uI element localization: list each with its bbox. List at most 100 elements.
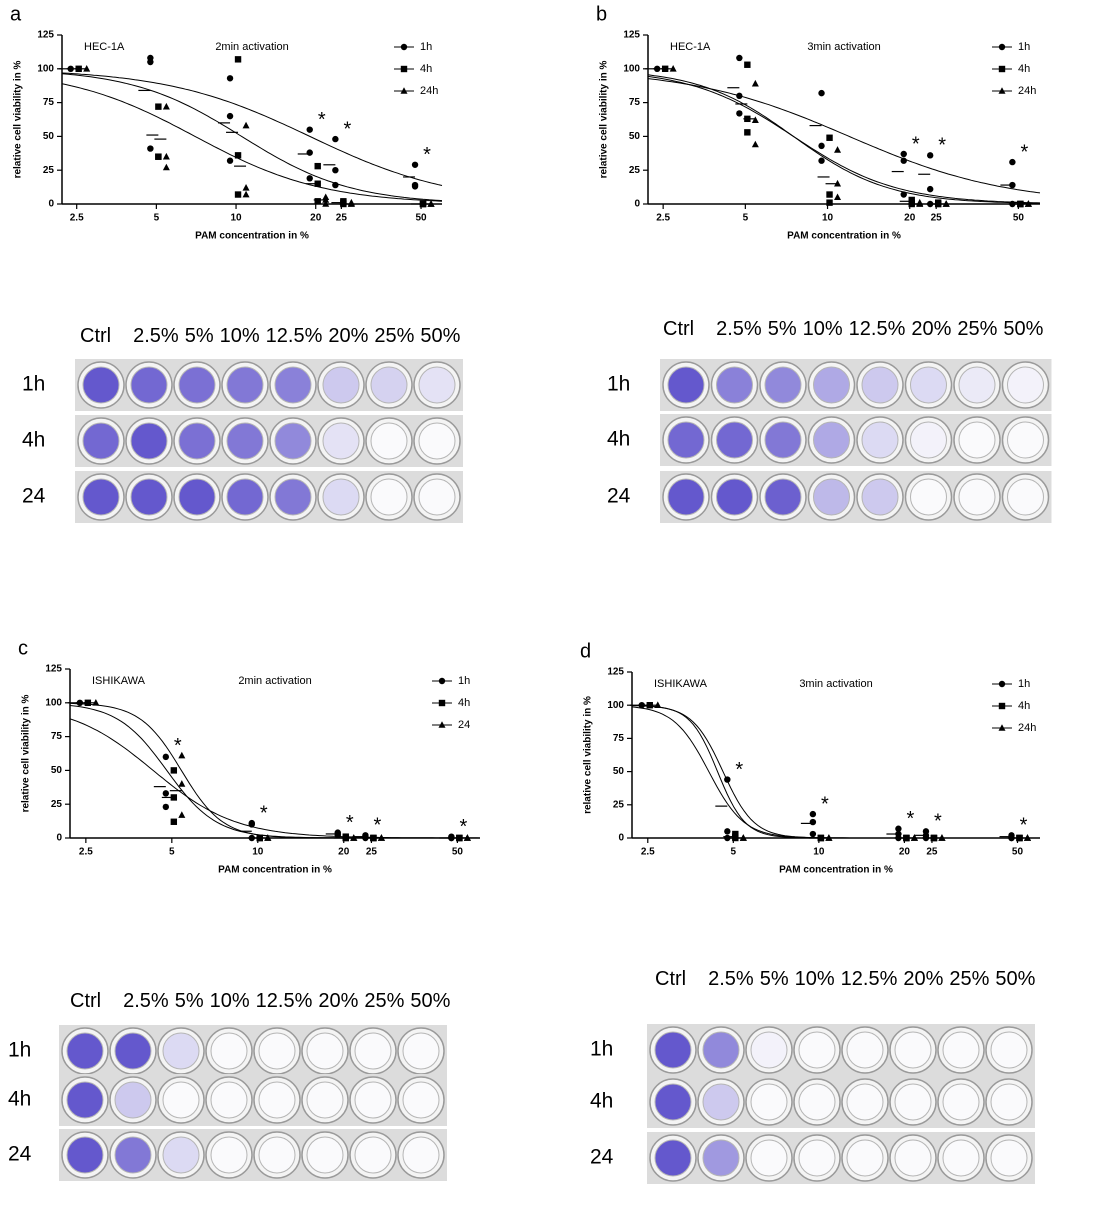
well (1007, 421, 1044, 459)
y-axis-title: relative cell viability in % (583, 696, 594, 814)
well (258, 1136, 296, 1174)
legend-label: 1h (1018, 678, 1030, 690)
point (234, 191, 242, 198)
column-label: Ctrl (70, 990, 101, 1012)
significance: * (912, 133, 920, 155)
point (744, 61, 751, 68)
legend-marker (438, 699, 446, 707)
legend-marker (998, 65, 1006, 73)
column-label: 2.5% (123, 990, 169, 1012)
well (306, 1032, 344, 1070)
fit-curve (61, 73, 443, 202)
x-tick-label: 25 (926, 847, 938, 858)
y-tick-label: 25 (613, 799, 625, 810)
y-tick-label: 25 (43, 165, 55, 176)
well (846, 1139, 884, 1177)
point (895, 825, 902, 832)
plate-header: Ctrl 2.5% 5% 10% 12.5% 20% 25% 50% (70, 990, 451, 1012)
column-label: 2.5% (716, 318, 762, 340)
row-label: 4h (22, 429, 45, 452)
row-label: 4h (607, 428, 630, 451)
well (910, 366, 947, 404)
point (322, 200, 330, 207)
y-tick-label: 50 (613, 766, 625, 777)
well (418, 422, 456, 460)
point (314, 162, 321, 170)
column-label: 25% (374, 325, 414, 347)
column-label: 12.5% (841, 968, 898, 990)
point (900, 157, 907, 164)
legend-marker (400, 43, 408, 51)
well (354, 1032, 392, 1070)
x-tick-label: 2.5 (70, 213, 84, 224)
point (306, 126, 313, 133)
point (834, 146, 842, 153)
significance: * (1020, 815, 1028, 837)
well (667, 421, 705, 459)
plate-header: Ctrl 2.5% 5% 10% 12.5% 20% 25% 50% (663, 318, 1044, 340)
well (178, 422, 216, 460)
legend-marker (438, 721, 446, 728)
well (846, 1031, 884, 1069)
fit-curve (647, 75, 1041, 204)
activation: 2min activation (238, 675, 311, 687)
well (210, 1136, 248, 1174)
legend-marker (998, 702, 1006, 710)
column-label: 50% (1003, 318, 1043, 340)
well (402, 1136, 440, 1174)
point (226, 75, 234, 82)
well (226, 478, 264, 516)
well (82, 422, 120, 460)
y-tick-label: 100 (37, 63, 54, 74)
point (162, 753, 170, 761)
row-label: 4h (590, 1090, 613, 1113)
x-tick-label: 50 (1013, 213, 1025, 224)
y-axis-title: relative cell viability in % (13, 60, 24, 178)
point (736, 110, 743, 117)
well (322, 478, 360, 516)
well (667, 478, 705, 516)
point (170, 767, 178, 774)
significance: * (459, 816, 467, 838)
x-axis-title: PAM concentration in % (195, 231, 309, 242)
point (809, 830, 817, 838)
point (226, 157, 234, 164)
row-label: 24 (607, 485, 631, 508)
column-label: 10% (220, 325, 260, 347)
column-label: 50% (995, 968, 1035, 990)
y-axis-title: relative cell viability in % (21, 694, 32, 812)
fit-curve (69, 702, 480, 839)
well (910, 478, 947, 516)
well (66, 1136, 104, 1174)
significance: * (1020, 141, 1028, 163)
significance: * (174, 735, 182, 757)
y-tick-label: 0 (634, 199, 640, 210)
well (764, 366, 802, 404)
fit-curve (69, 718, 481, 839)
well (258, 1081, 296, 1119)
fit-curve (69, 705, 480, 839)
point (834, 193, 842, 201)
well (82, 366, 120, 404)
column-label: 2.5% (708, 968, 754, 990)
column-label: 12.5% (849, 318, 906, 340)
well (1007, 478, 1044, 516)
point (751, 116, 759, 123)
well (306, 1136, 344, 1174)
well (654, 1139, 692, 1177)
well (130, 366, 168, 404)
well (861, 478, 899, 516)
column-label: 5% (185, 325, 214, 347)
well (750, 1139, 788, 1177)
point (178, 811, 186, 818)
point (826, 134, 833, 141)
well (813, 478, 850, 516)
column-label: 25% (957, 318, 997, 340)
x-tick-label: 50 (415, 213, 427, 224)
point (900, 191, 907, 198)
panel-letter: b (596, 3, 607, 25)
activation: 3min activation (807, 41, 880, 53)
legend-marker (998, 724, 1006, 731)
well (370, 478, 408, 516)
well (178, 366, 216, 404)
